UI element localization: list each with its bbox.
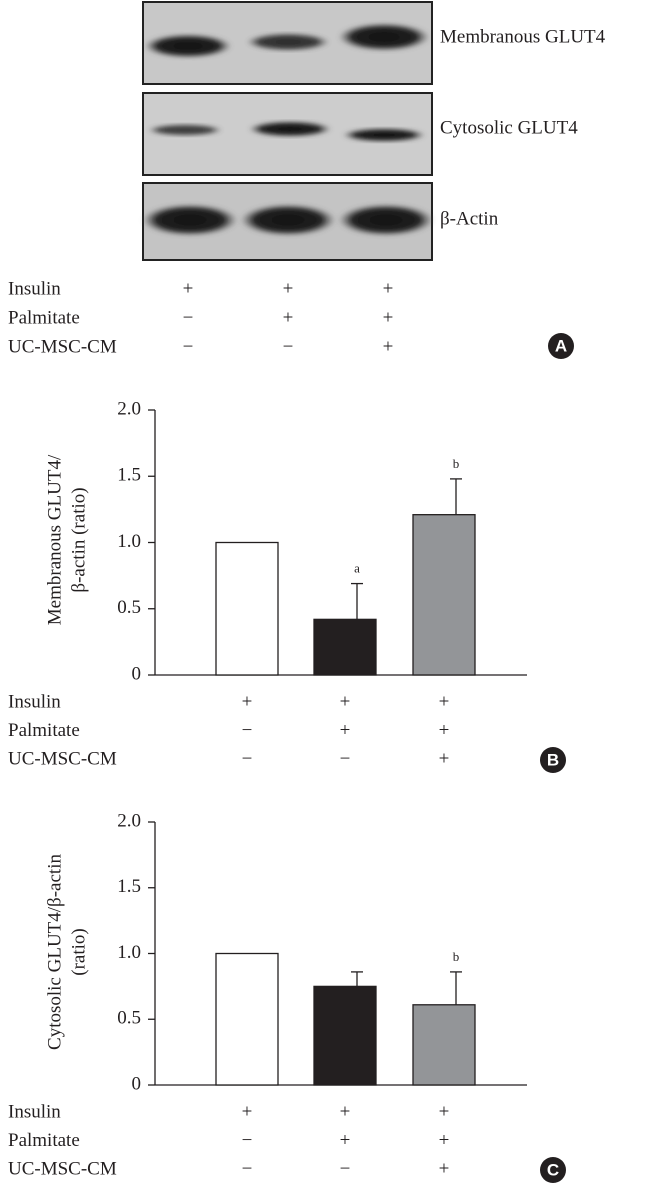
condition-label: Insulin	[8, 691, 61, 712]
bar	[412, 1004, 476, 1086]
condition-sign: −	[340, 1158, 351, 1179]
condition-label: UC-MSC-CM	[8, 1158, 117, 1179]
condition-label: Palmitate	[8, 720, 80, 741]
panel-label: A	[555, 336, 567, 355]
condition-sign: −	[242, 748, 253, 769]
condition-sign: −	[242, 1130, 253, 1151]
y-tick-label: 0	[132, 663, 142, 684]
condition-sign: +	[439, 1101, 450, 1122]
y-tick-label: 2.0	[117, 398, 141, 419]
condition-label: UC-MSC-CM	[8, 748, 117, 769]
condition-label: Palmitate	[8, 1130, 80, 1151]
condition-sign: −	[242, 720, 253, 741]
y-tick-label: 0.5	[117, 1008, 141, 1029]
condition-sign: +	[383, 336, 394, 357]
bar	[412, 514, 476, 676]
y-tick-label: 2.0	[117, 810, 141, 831]
condition-sign: +	[340, 720, 351, 741]
condition-sign: +	[439, 748, 450, 769]
condition-sign: +	[439, 1158, 450, 1179]
condition-sign: +	[340, 691, 351, 712]
panel-badge	[540, 747, 566, 773]
bar	[313, 985, 377, 1086]
y-axis-label-line: β-actin (ratio)	[68, 487, 89, 592]
y-axis-label-line: Membranous GLUT4/	[44, 454, 65, 625]
significance-label: b	[453, 949, 460, 964]
condition-sign: +	[283, 278, 294, 299]
significance-label: a	[354, 561, 360, 576]
western-blot	[142, 1, 434, 261]
condition-sign: +	[383, 278, 394, 299]
condition-sign: −	[242, 1158, 253, 1179]
y-tick-label: 1.5	[117, 876, 141, 897]
y-tick-label: 1.5	[117, 465, 141, 486]
condition-sign: +	[283, 307, 294, 328]
condition-sign: +	[383, 307, 394, 328]
y-axis-label-line: (ratio)	[68, 928, 89, 975]
y-axis-label: Cytosolic GLUT4/β-actin (ratio)	[44, 854, 89, 1050]
condition-sign: +	[439, 1130, 450, 1151]
significance-label: b	[453, 456, 460, 471]
panel-label: C	[547, 1160, 559, 1179]
panel-label: B	[547, 750, 559, 769]
condition-sign: −	[183, 307, 194, 328]
y-axis-label: Membranous GLUT4/β-actin (ratio)	[44, 454, 89, 625]
bar	[215, 952, 279, 1086]
y-axis-label-line: Cytosolic GLUT4/β-actin	[44, 854, 65, 1050]
panel-badge	[548, 333, 574, 359]
condition-sign: +	[439, 691, 450, 712]
blot-label: β-Actin	[440, 208, 499, 229]
y-tick-label: 1.0	[117, 531, 141, 552]
condition-label: Insulin	[8, 278, 61, 299]
bar	[215, 541, 279, 676]
y-tick-label: 0.5	[117, 597, 141, 618]
condition-sign: +	[439, 720, 450, 741]
panel-badge	[540, 1157, 566, 1183]
condition-sign: +	[183, 278, 194, 299]
condition-sign: +	[242, 1101, 253, 1122]
blot-label: Cytosolic GLUT4	[440, 117, 578, 138]
condition-sign: −	[183, 336, 194, 357]
condition-label: UC-MSC-CM	[8, 336, 117, 357]
condition-sign: +	[340, 1130, 351, 1151]
condition-sign: +	[340, 1101, 351, 1122]
bar	[313, 618, 377, 676]
condition-label: Insulin	[8, 1101, 61, 1122]
condition-sign: −	[283, 336, 294, 357]
condition-label: Palmitate	[8, 307, 80, 328]
blot-label: Membranous GLUT4	[440, 26, 606, 47]
y-tick-label: 0	[132, 1073, 142, 1094]
condition-sign: −	[340, 748, 351, 769]
y-tick-label: 1.0	[117, 942, 141, 963]
condition-sign: +	[242, 691, 253, 712]
